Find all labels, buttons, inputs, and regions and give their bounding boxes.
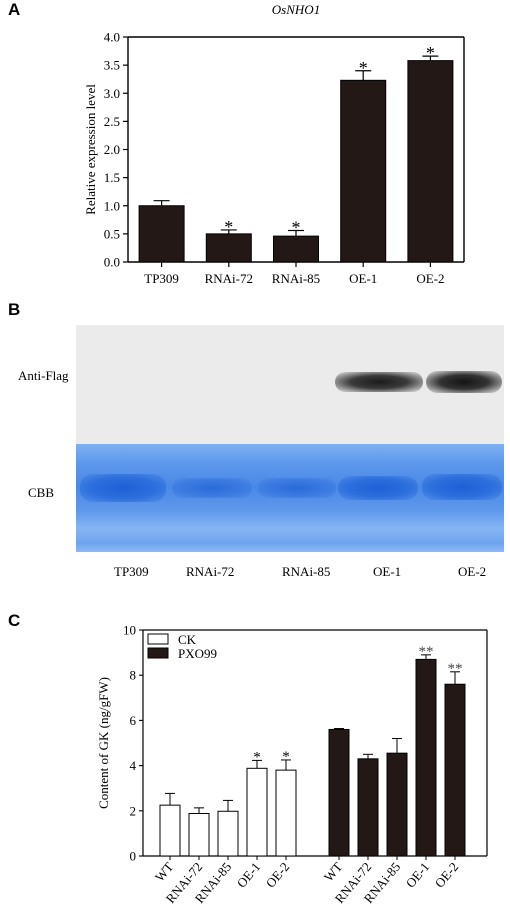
bar: [415, 658, 437, 857]
y-tick-label: 3.0: [104, 86, 120, 101]
significance-marker: *: [359, 58, 368, 78]
significance-marker: *: [426, 43, 435, 63]
band-oe-1: [335, 372, 423, 392]
cbb-band-2: [172, 478, 252, 498]
chart-title: OsNHO1: [272, 2, 320, 17]
x-tick-label: OE-1: [403, 859, 433, 890]
significance-marker: **: [448, 661, 463, 677]
x-tick-label: OE-2: [432, 859, 462, 890]
bar: [246, 767, 268, 857]
western-blot: Anti-Flag CBB TP309 RNAi-72 RNAi-85 OE-1…: [0, 298, 510, 598]
bar: [205, 233, 252, 263]
y-tick-label: 10: [123, 623, 136, 638]
lane-label: RNAi-85: [282, 564, 331, 579]
y-tick-label: 6: [130, 713, 137, 728]
lane-label: RNAi-72: [186, 564, 235, 579]
row-label-cbb: CBB: [28, 485, 55, 500]
x-tick-label: TP309: [144, 271, 179, 286]
x-tick-label: WT: [321, 859, 346, 884]
significance-marker: *: [224, 217, 233, 237]
y-tick-label: 4: [130, 758, 137, 773]
lane-label: TP309: [114, 564, 149, 579]
anti-flag-blot-image: [76, 325, 504, 461]
x-tick-label: RNAi-85: [272, 271, 320, 286]
legend-label: CK: [178, 632, 197, 647]
x-tick-label: OE-1: [234, 859, 264, 890]
chart-a: OsNHO1 0.0 0.5 1.0 1.5 2.0 2.5 3.0 3.5 4.0 Relativ…: [83, 2, 465, 300]
y-tick-label: 2.0: [104, 142, 120, 157]
significance-marker: **: [419, 644, 434, 660]
panel-a-letter: A: [8, 0, 21, 19]
bar: [357, 758, 379, 857]
y-tick-label: 0.5: [104, 226, 120, 241]
cbb-band-4: [338, 476, 418, 500]
lane-label: OE-1: [373, 564, 402, 579]
row-label-anti-flag: Anti-Flag: [18, 368, 69, 383]
band-oe-2: [426, 371, 502, 393]
y-tick-label: 8: [130, 668, 137, 683]
significance-marker: *: [282, 749, 290, 765]
x-tick-label: WT: [152, 859, 177, 884]
bar: [407, 60, 454, 263]
x-tick-label: RNAi-72: [205, 271, 253, 286]
x-axis-label: Different lines: [258, 298, 333, 300]
cbb-band-5: [422, 474, 502, 500]
bar: [273, 235, 319, 263]
legend-label: PXO99: [178, 646, 217, 661]
bar: [217, 810, 239, 857]
lane-label: OE-2: [458, 564, 487, 579]
panel-b-letter: B: [8, 300, 21, 319]
y-tick-label: 3.5: [104, 58, 120, 73]
bar: [159, 804, 181, 857]
cbb-band-1: [80, 474, 166, 502]
y-tick-label: 1.0: [104, 198, 120, 213]
significance-marker: *: [292, 218, 301, 238]
legend-swatch: [147, 633, 169, 645]
x-tick-label: OE-2: [263, 859, 293, 890]
bar: [444, 683, 466, 857]
y-tick-label: 2: [130, 803, 137, 818]
x-tick-label: OE-2: [416, 271, 444, 286]
y-tick-label: 0.0: [104, 255, 120, 270]
bar: [328, 728, 350, 857]
bar: [386, 752, 408, 857]
y-axis-label: Relative expression level: [83, 84, 98, 215]
y-axis-label: Content of GK (ng/gFW): [96, 677, 111, 809]
bar: [188, 813, 210, 857]
significance-marker: *: [253, 749, 261, 765]
cbb-band-3: [258, 478, 336, 498]
bar: [138, 205, 185, 263]
cbb-gel-image: [76, 444, 504, 552]
bar: [340, 79, 387, 263]
panel-c-letter: C: [8, 611, 21, 630]
y-tick-label: 2.5: [104, 114, 120, 129]
y-tick-label: 4.0: [104, 30, 120, 45]
y-tick-label: 0: [130, 849, 137, 864]
legend-swatch: [147, 647, 169, 659]
bar: [275, 769, 297, 857]
x-tick-label: OE-1: [349, 271, 377, 286]
y-tick-label: 1.5: [104, 170, 120, 185]
